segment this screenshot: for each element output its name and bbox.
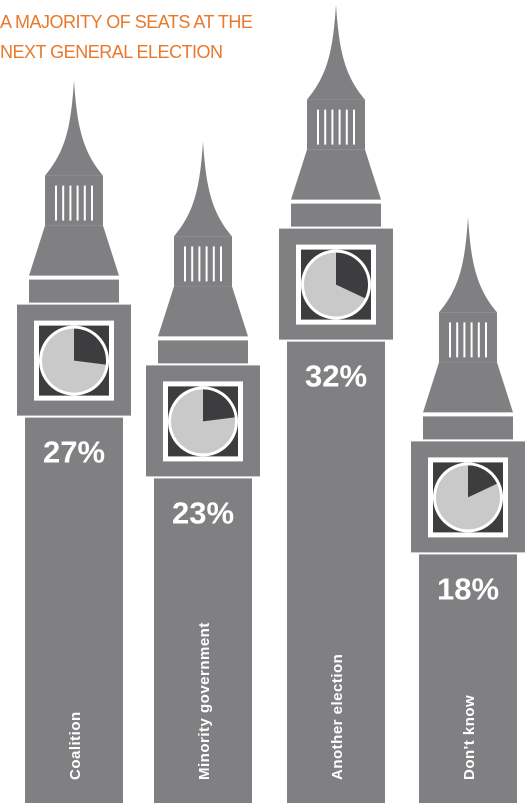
belfry — [45, 175, 103, 226]
belfry — [439, 312, 497, 363]
chart-title-line: A MAJORITY OF SEATS AT THE — [0, 12, 253, 32]
band — [158, 340, 248, 364]
value-label: 23% — [172, 495, 234, 530]
spire — [45, 80, 103, 176]
belfry — [174, 236, 232, 287]
category-label: Minority government — [196, 622, 213, 780]
value-label: 18% — [437, 571, 499, 606]
clock-wedge — [336, 252, 369, 299]
spire — [174, 141, 232, 237]
clock-wedge — [468, 465, 497, 498]
bar — [287, 341, 385, 803]
chart-title-line: NEXT GENERAL ELECTION — [0, 42, 223, 62]
band — [423, 416, 513, 440]
bar — [154, 478, 252, 803]
category-label: Coalition — [67, 711, 84, 780]
belfry — [307, 99, 365, 150]
spire — [439, 217, 497, 313]
value-label: 32% — [305, 359, 367, 394]
value-label: 27% — [43, 435, 105, 470]
category-label: Don't know — [461, 695, 478, 780]
band — [29, 279, 119, 303]
roof — [29, 225, 119, 276]
roof — [291, 149, 381, 200]
bar — [419, 554, 517, 803]
roof — [423, 362, 513, 413]
clock-wedge — [203, 389, 235, 422]
band — [291, 203, 381, 227]
roof — [158, 286, 248, 337]
category-label: Another election — [329, 654, 346, 780]
bar — [25, 417, 123, 803]
spire — [307, 4, 365, 100]
clock-wedge — [74, 328, 106, 365]
